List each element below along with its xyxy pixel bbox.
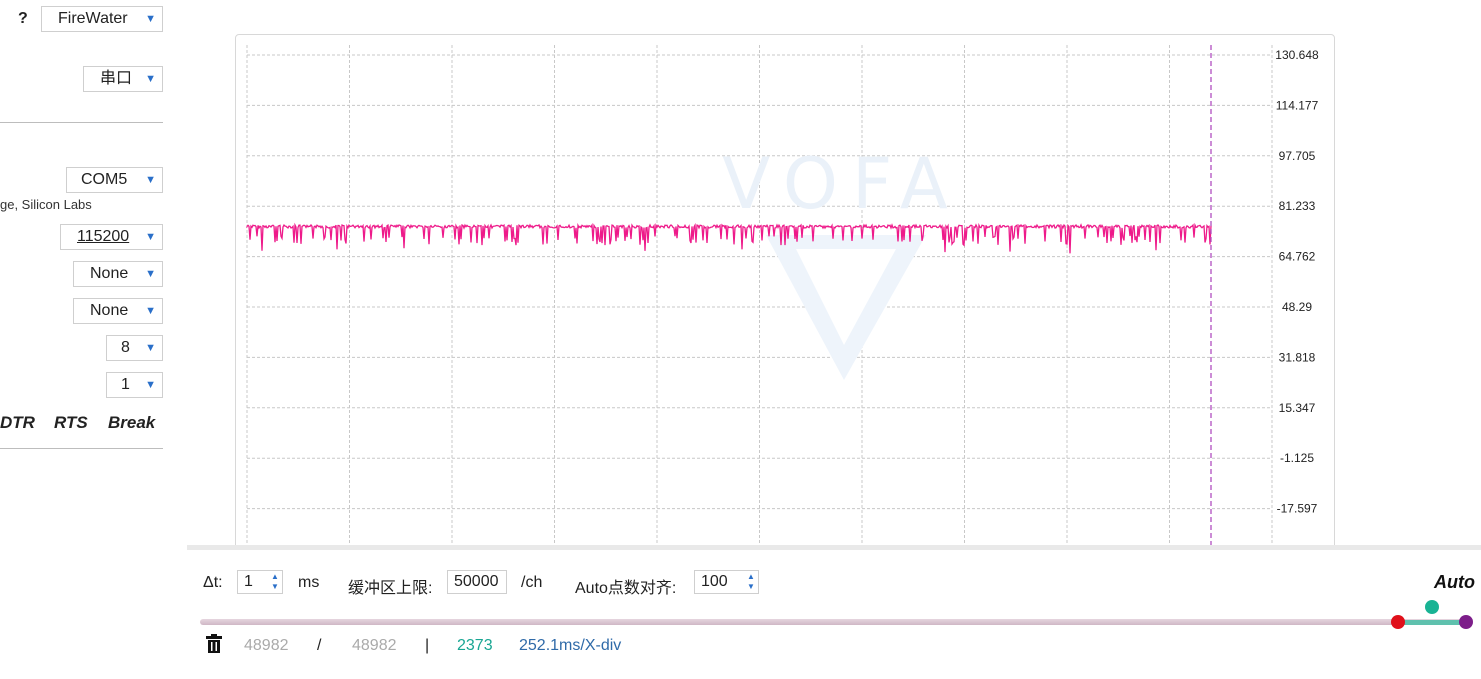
stop-bits-select[interactable]: 1 ▼ — [106, 372, 163, 398]
port-select[interactable]: COM5 ▼ — [66, 167, 163, 193]
flow-control-select[interactable]: None ▼ — [73, 261, 163, 287]
chevron-down-icon: ▼ — [145, 305, 156, 317]
baud-rate-value: 115200 — [77, 228, 130, 245]
chevron-down-icon: ▼ — [145, 13, 156, 25]
y-tick-label: 130.648 — [1275, 48, 1319, 62]
y-tick-label: 15.347 — [1279, 401, 1316, 415]
port-value: COM5 — [81, 171, 128, 188]
trash-icon[interactable] — [205, 634, 223, 659]
spin-arrows-icon[interactable]: ▲ ▼ — [747, 572, 755, 591]
y-tick-label: -17.597 — [1277, 502, 1318, 516]
y-tick-label: 97.705 — [1279, 149, 1316, 163]
control-bar: Δt: 1 ▲ ▼ ms 缓冲区上限: 50000 /ch Auto点数对齐: 1… — [187, 545, 1481, 679]
y-tick-label: 31.818 — [1279, 350, 1316, 364]
baud-rate-select[interactable]: 115200 ▼ — [60, 224, 163, 250]
waveform-chart[interactable]: VOFA 130.648 114.177 97.705 81.233 64.762 48.… — [235, 34, 1336, 555]
chevron-down-icon: ▼ — [145, 174, 156, 186]
dt-spinbox[interactable]: 1 ▲ ▼ — [237, 570, 283, 594]
range-mid-handle[interactable] — [1425, 600, 1439, 614]
auto-align-spinbox[interactable]: 100 ▲ ▼ — [694, 570, 759, 594]
buffer-value: 50000 — [454, 573, 499, 590]
protocol-value: FireWater — [58, 10, 128, 27]
dtr-toggle[interactable]: DTR — [0, 413, 35, 432]
break-toggle[interactable]: Break — [108, 413, 156, 432]
data-bits-value: 8 — [121, 339, 130, 356]
settings-panel: ? FireWater ▼ 串口 ▼ COM5 ▼ ge, Silicon La… — [0, 0, 185, 679]
chevron-down-icon: ▼ — [145, 268, 156, 280]
auto-align-label: Auto点数对齐: — [575, 580, 677, 597]
vofa-logo-shape — [796, 249, 896, 345]
buffer-label: 缓冲区上限: — [348, 580, 433, 597]
y-tick-label: 114.177 — [1276, 98, 1319, 112]
chevron-down-icon: ▼ — [145, 379, 156, 391]
waveform-plot[interactable]: VOFA 130.648 114.177 97.705 81.233 64.762 48.… — [236, 35, 1336, 555]
parity-select[interactable]: None ▼ — [73, 298, 163, 324]
stat-separator: / — [317, 637, 322, 654]
chevron-down-icon: ▼ — [145, 73, 156, 85]
port-description: ge, Silicon Labs — [0, 197, 92, 212]
dt-label: Δt: — [203, 574, 223, 591]
chevron-down-icon: ▼ — [145, 342, 156, 354]
y-tick-label: 81.233 — [1279, 199, 1316, 213]
stop-bits-value: 1 — [121, 376, 130, 393]
range-slider-selection — [1398, 620, 1467, 625]
received-count: 48982 — [244, 637, 289, 654]
data-bits-select[interactable]: 8 ▼ — [106, 335, 163, 361]
time-per-div: 252.1ms/X-div — [519, 637, 622, 654]
auto-align-value: 100 — [701, 573, 728, 590]
vofa-watermark: VOFA — [722, 143, 961, 225]
dt-unit: ms — [298, 574, 320, 591]
divider — [0, 448, 163, 449]
visible-count: 2373 — [457, 637, 493, 654]
protocol-select[interactable]: FireWater ▼ — [41, 6, 163, 32]
stat-separator: | — [425, 637, 430, 654]
divider — [0, 122, 163, 123]
y-axis-ticks: 130.648 114.177 97.705 81.233 64.762 48.29 31.… — [1275, 48, 1319, 516]
spin-arrows-icon[interactable]: ▲ ▼ — [271, 572, 279, 591]
flow-control-value: None — [90, 265, 129, 282]
range-slider-track[interactable] — [200, 619, 1470, 625]
help-label[interactable]: ? — [18, 10, 28, 27]
y-tick-label: 64.762 — [1279, 250, 1316, 264]
y-tick-label: 48.29 — [1282, 300, 1312, 314]
series-line — [246, 222, 1212, 254]
chevron-down-icon: ▼ — [145, 231, 156, 243]
dt-value: 1 — [244, 573, 253, 590]
buffer-unit: /ch — [521, 574, 543, 591]
interface-select[interactable]: 串口 ▼ — [83, 66, 163, 92]
auto-toggle[interactable]: Auto — [1434, 572, 1475, 592]
y-tick-label: -1.125 — [1280, 451, 1314, 465]
rts-toggle[interactable]: RTS — [54, 413, 88, 432]
range-end-handle[interactable] — [1459, 615, 1473, 629]
range-start-handle[interactable] — [1391, 615, 1405, 629]
total-count: 48982 — [352, 637, 397, 654]
buffer-input[interactable]: 50000 — [447, 570, 507, 594]
chart-grid — [246, 45, 1273, 555]
parity-value: None — [90, 302, 129, 319]
interface-value: 串口 — [100, 70, 133, 87]
